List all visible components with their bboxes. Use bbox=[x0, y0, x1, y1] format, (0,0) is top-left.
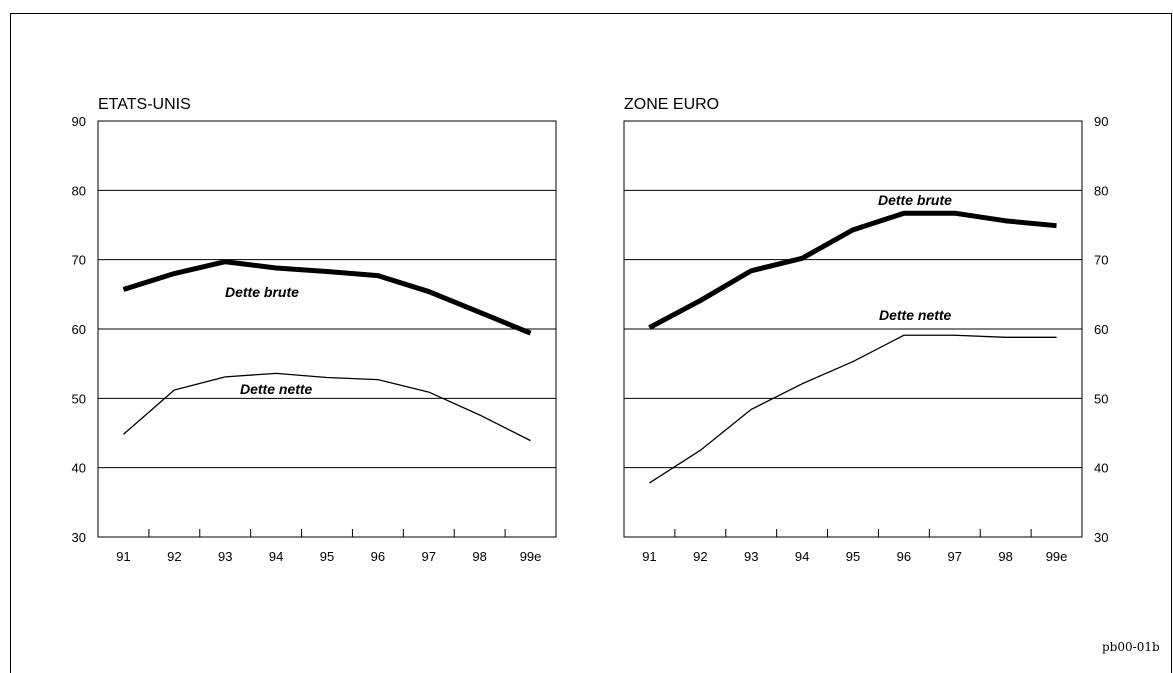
x-tick-label: 97 bbox=[948, 549, 962, 564]
x-tick-label: 95 bbox=[846, 549, 860, 564]
chart-panel-2: 91 92 93 94 95 96 97 98 99e 90 80 70 60 50 40 30 ZONE EU… bbox=[623, 96, 1108, 564]
x-tick-label: 97 bbox=[422, 549, 436, 564]
series-line-dette-nette bbox=[123, 372, 531, 442]
panel-title: ETATS-UNIS bbox=[98, 96, 191, 113]
x-tick-label: 99e bbox=[1046, 549, 1068, 564]
y-tick-label: 90 bbox=[1094, 114, 1108, 129]
x-tick-label: 92 bbox=[693, 549, 707, 564]
series-line-dette-brute bbox=[648, 210, 1057, 330]
x-tick-label: 93 bbox=[744, 549, 758, 564]
y-tick-label: 90 bbox=[72, 114, 86, 129]
y-tick-label: 60 bbox=[1094, 322, 1108, 337]
x-tick-label: 93 bbox=[218, 549, 232, 564]
y-tick-label: 70 bbox=[72, 253, 86, 268]
chart-panel-1: 91 92 93 94 95 96 97 98 99e 90 80 70 60 50 40 30 ETATS-U… bbox=[72, 96, 557, 564]
x-tick-label: 92 bbox=[167, 549, 181, 564]
y-tick-label: 80 bbox=[72, 183, 86, 198]
series-line-dette-nette bbox=[649, 334, 1057, 484]
x-tick-label: 95 bbox=[320, 549, 334, 564]
x-tick-label: 91 bbox=[116, 549, 130, 564]
y-tick-label: 40 bbox=[1094, 461, 1108, 476]
series-line-dette-brute bbox=[122, 259, 532, 336]
x-tick-label: 96 bbox=[897, 549, 911, 564]
x-tick-label: 98 bbox=[472, 549, 486, 564]
series-label: Dette nette bbox=[879, 307, 952, 323]
x-tick-label: 96 bbox=[371, 549, 385, 564]
plot-frame bbox=[97, 120, 557, 538]
x-tick-label: 91 bbox=[642, 549, 656, 564]
y-tick-label: 40 bbox=[72, 461, 86, 476]
y-tick-label: 60 bbox=[72, 322, 86, 337]
x-tick-label: 98 bbox=[998, 549, 1012, 564]
y-tick-label: 70 bbox=[1094, 253, 1108, 268]
plot-frame bbox=[623, 120, 1083, 538]
y-tick-label: 50 bbox=[1094, 391, 1108, 406]
y-tick-label: 80 bbox=[1094, 183, 1108, 198]
chart-code: pb00-01b bbox=[1102, 640, 1160, 654]
chart-canvas: 91 92 93 94 95 96 97 98 99e 90 80 70 60 50 40 30 ETATS-U… bbox=[72, 96, 1109, 564]
series-label: Dette brute bbox=[225, 284, 299, 300]
y-tick-label: 50 bbox=[72, 391, 86, 406]
y-tick-label: 30 bbox=[1094, 530, 1108, 545]
y-tick-label: 30 bbox=[72, 530, 86, 545]
x-tick-label: 99e bbox=[520, 549, 542, 564]
x-tick-label: 94 bbox=[795, 549, 809, 564]
series-label: Dette nette bbox=[240, 381, 313, 397]
figure-frame bbox=[10, 13, 1172, 673]
panel-title: ZONE EURO bbox=[624, 96, 719, 113]
series-label: Dette brute bbox=[878, 192, 952, 208]
x-tick-label: 94 bbox=[269, 549, 283, 564]
